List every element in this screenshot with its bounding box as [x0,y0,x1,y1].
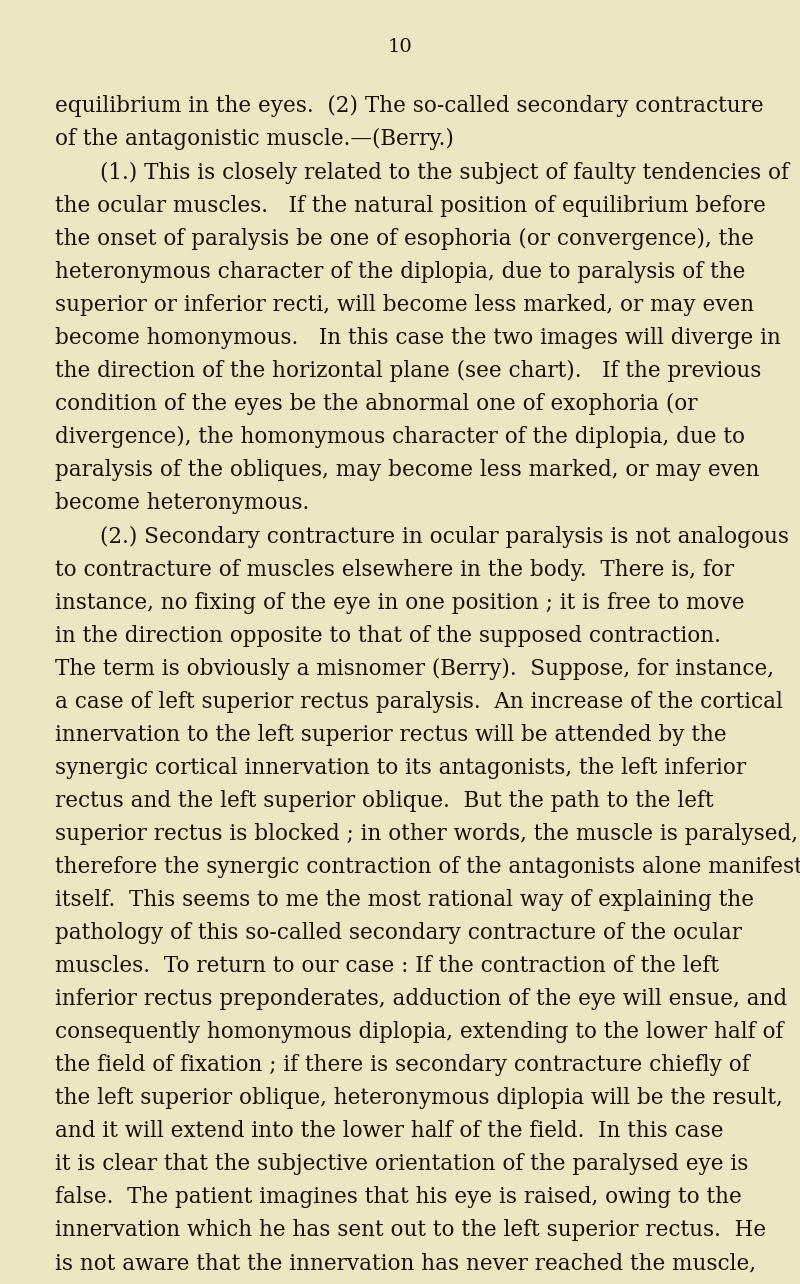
Text: divergence), the homonymous character of the diplopia, due to: divergence), the homonymous character of… [55,426,745,448]
Text: paralysis of the obliques, may become less marked, or may even: paralysis of the obliques, may become le… [55,458,759,482]
Text: (1.) This is closely related to the subject of faulty tendencies of: (1.) This is closely related to the subj… [100,162,789,184]
Text: equilibrium in the eyes.  (2) The so-called secondary contracture: equilibrium in the eyes. (2) The so-call… [55,95,764,117]
Text: muscles.  To return to our case : If the contraction of the left: muscles. To return to our case : If the … [55,955,719,977]
Text: condition of the eyes be the abnormal one of exophoria (or: condition of the eyes be the abnormal on… [55,393,698,415]
Text: the left superior oblique, heteronymous diplopia will be the result,: the left superior oblique, heteronymous … [55,1088,782,1109]
Text: (2.) Secondary contracture in ocular paralysis is not analogous: (2.) Secondary contracture in ocular par… [100,526,789,548]
Text: the ocular muscles.   If the natural position of equilibrium before: the ocular muscles. If the natural posit… [55,195,766,217]
Text: therefore the synergic contraction of the antagonists alone manifest: therefore the synergic contraction of th… [55,856,800,878]
Text: become homonymous.   In this case the two images will diverge in: become homonymous. In this case the two … [55,327,781,349]
Text: false.  The patient imagines that his eye is raised, owing to the: false. The patient imagines that his eye… [55,1186,742,1208]
Text: to contracture of muscles elsewhere in the body.  There is, for: to contracture of muscles elsewhere in t… [55,559,734,580]
Text: innervation to the left superior rectus will be attended by the: innervation to the left superior rectus … [55,724,726,746]
Text: innervation which he has sent out to the left superior rectus.  He: innervation which he has sent out to the… [55,1219,766,1242]
Text: pathology of this so-called secondary contracture of the ocular: pathology of this so-called secondary co… [55,922,742,944]
Text: it is clear that the subjective orientation of the paralysed eye is: it is clear that the subjective orientat… [55,1153,748,1175]
Text: itself.  This seems to me the most rational way of explaining the: itself. This seems to me the most ration… [55,889,754,912]
Text: the onset of paralysis be one of esophoria (or convergence), the: the onset of paralysis be one of esophor… [55,229,754,250]
Text: is not aware that the innervation has never reached the muscle,: is not aware that the innervation has ne… [55,1252,756,1274]
Text: The term is obviously a misnomer (Berry).  Suppose, for instance,: The term is obviously a misnomer (Berry)… [55,657,774,681]
Text: and it will extend into the lower half of the field.  In this case: and it will extend into the lower half o… [55,1120,723,1141]
Text: heteronymous character of the diplopia, due to paralysis of the: heteronymous character of the diplopia, … [55,261,746,282]
Text: of the antagonistic muscle.—(Berry.): of the antagonistic muscle.—(Berry.) [55,128,454,150]
Text: consequently homonymous diplopia, extending to the lower half of: consequently homonymous diplopia, extend… [55,1021,783,1043]
Text: superior or inferior recti, will become less marked, or may even: superior or inferior recti, will become … [55,294,754,316]
Text: the direction of the horizontal plane (see chart).   If the previous: the direction of the horizontal plane (s… [55,360,762,383]
Text: superior rectus is blocked ; in other words, the muscle is paralysed,: superior rectus is blocked ; in other wo… [55,823,798,845]
Text: in the direction opposite to that of the supposed contraction.: in the direction opposite to that of the… [55,625,721,647]
Text: the field of fixation ; if there is secondary contracture chiefly of: the field of fixation ; if there is seco… [55,1054,750,1076]
Text: inferior rectus preponderates, adduction of the eye will ensue, and: inferior rectus preponderates, adduction… [55,987,787,1011]
Text: 10: 10 [388,39,412,56]
Text: rectus and the left superior oblique.  But the path to the left: rectus and the left superior oblique. Bu… [55,790,714,811]
Text: become heteronymous.: become heteronymous. [55,492,310,514]
Text: synergic cortical innervation to its antagonists, the left inferior: synergic cortical innervation to its ant… [55,758,746,779]
Text: instance, no fixing of the eye in one position ; it is free to move: instance, no fixing of the eye in one po… [55,592,745,614]
Text: a case of left superior rectus paralysis.  An increase of the cortical: a case of left superior rectus paralysis… [55,691,783,713]
